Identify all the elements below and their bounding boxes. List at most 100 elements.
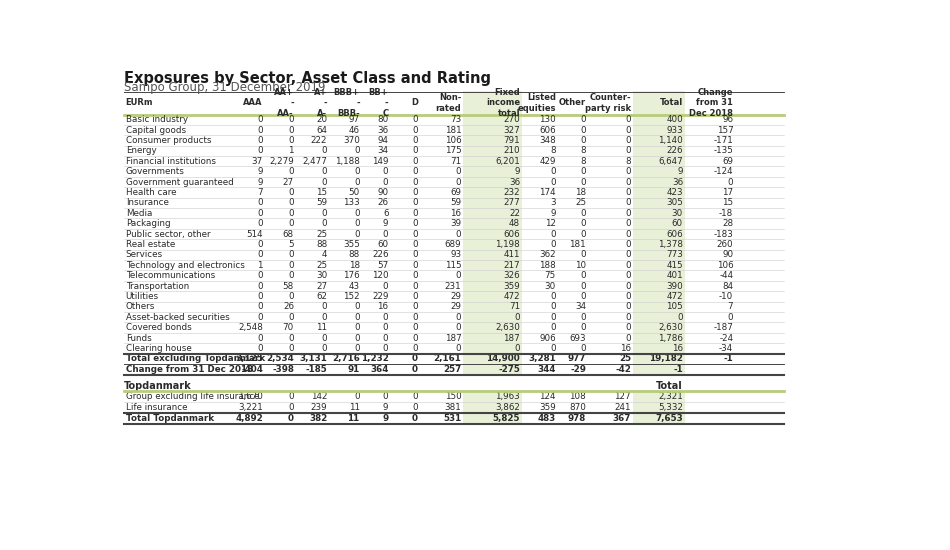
Text: 9: 9 <box>550 209 556 218</box>
Text: 9: 9 <box>382 414 389 423</box>
Text: 0: 0 <box>383 167 389 176</box>
Text: 88: 88 <box>349 250 360 260</box>
Text: 4: 4 <box>322 250 327 260</box>
Text: -171: -171 <box>713 136 733 145</box>
Text: 381: 381 <box>445 403 462 412</box>
Text: 8: 8 <box>550 146 556 156</box>
Text: 59: 59 <box>450 199 462 207</box>
Text: 91: 91 <box>348 365 360 374</box>
Text: 277: 277 <box>504 199 521 207</box>
Text: 2,477: 2,477 <box>302 157 327 166</box>
Text: 0: 0 <box>625 199 631 207</box>
Text: Covered bonds: Covered bonds <box>125 323 192 332</box>
Text: 19,182: 19,182 <box>649 355 683 364</box>
Text: 0: 0 <box>322 333 327 343</box>
Text: 0: 0 <box>412 355 418 364</box>
Text: 48: 48 <box>509 219 521 228</box>
Text: 50: 50 <box>349 188 360 197</box>
Text: 0: 0 <box>625 188 631 197</box>
Text: Change
from 31
Dec 2018: Change from 31 Dec 2018 <box>690 88 733 118</box>
Text: 226: 226 <box>372 250 389 260</box>
Text: 0: 0 <box>456 229 462 239</box>
Text: 0: 0 <box>625 250 631 260</box>
Text: 150: 150 <box>445 392 462 401</box>
Text: 0: 0 <box>580 167 586 176</box>
Text: 0: 0 <box>257 136 263 145</box>
Text: 9: 9 <box>515 167 521 176</box>
Text: Total: Total <box>656 381 683 390</box>
Text: 17: 17 <box>722 188 733 197</box>
Text: 344: 344 <box>538 365 556 374</box>
Text: Insurance: Insurance <box>125 199 168 207</box>
Text: BBB+
-
BBB-: BBB+ - BBB- <box>333 88 360 118</box>
Text: 257: 257 <box>443 365 462 374</box>
Text: 30: 30 <box>672 209 683 218</box>
Text: 7,653: 7,653 <box>656 414 683 423</box>
Text: Other: Other <box>559 98 586 107</box>
Text: Total excluding Topdanmark: Total excluding Topdanmark <box>125 355 265 364</box>
Text: 36: 36 <box>672 178 683 186</box>
Text: 93: 93 <box>450 250 462 260</box>
Text: 0: 0 <box>288 250 294 260</box>
Text: 0: 0 <box>412 365 418 374</box>
Text: 105: 105 <box>666 302 683 311</box>
Text: 0: 0 <box>257 344 263 353</box>
Text: 0: 0 <box>412 199 418 207</box>
Text: 0: 0 <box>354 323 360 332</box>
Text: 260: 260 <box>716 240 733 249</box>
Text: 18: 18 <box>575 188 586 197</box>
Text: -42: -42 <box>616 365 631 374</box>
Text: 15: 15 <box>316 188 327 197</box>
Text: 0: 0 <box>580 271 586 280</box>
Text: Consumer products: Consumer products <box>125 136 211 145</box>
Text: 3: 3 <box>550 199 556 207</box>
Text: -29: -29 <box>570 365 586 374</box>
Text: 16: 16 <box>450 209 462 218</box>
Text: Group excluding life insurance: Group excluding life insurance <box>125 392 259 401</box>
Text: 64: 64 <box>316 125 327 135</box>
Text: 0: 0 <box>412 344 418 353</box>
Text: 0: 0 <box>625 240 631 249</box>
Text: 0: 0 <box>354 209 360 218</box>
Text: Non-
rated: Non- rated <box>435 94 462 113</box>
Text: 5: 5 <box>288 240 294 249</box>
Text: 0: 0 <box>550 323 556 332</box>
Text: 2,279: 2,279 <box>269 157 294 166</box>
Text: 57: 57 <box>377 261 389 270</box>
Text: 0: 0 <box>728 178 733 186</box>
Text: 0: 0 <box>580 209 586 218</box>
Text: 0: 0 <box>412 313 418 322</box>
Text: AA+
-
AA-: AA+ - AA- <box>274 88 294 118</box>
Bar <box>633 91 685 376</box>
Text: 0: 0 <box>288 333 294 343</box>
Text: 22: 22 <box>509 209 521 218</box>
Text: 1,232: 1,232 <box>361 355 389 364</box>
Text: 0: 0 <box>257 250 263 260</box>
Text: 0: 0 <box>322 178 327 186</box>
Text: 60: 60 <box>377 240 389 249</box>
Text: 429: 429 <box>540 157 556 166</box>
Text: 0: 0 <box>412 115 418 124</box>
Text: 0: 0 <box>625 167 631 176</box>
Text: 0: 0 <box>412 271 418 280</box>
Text: 689: 689 <box>445 240 462 249</box>
Text: Packaging: Packaging <box>125 219 170 228</box>
Bar <box>463 392 522 425</box>
Text: 0: 0 <box>550 167 556 176</box>
Text: 364: 364 <box>370 365 389 374</box>
Text: 7: 7 <box>728 302 733 311</box>
Text: 127: 127 <box>615 392 631 401</box>
Text: 0: 0 <box>354 313 360 322</box>
Text: 75: 75 <box>544 271 556 280</box>
Text: 11: 11 <box>349 403 360 412</box>
Text: 6,647: 6,647 <box>658 157 683 166</box>
Text: 514: 514 <box>246 229 263 239</box>
Text: 0: 0 <box>288 313 294 322</box>
Text: 693: 693 <box>569 333 586 343</box>
Text: 69: 69 <box>722 157 733 166</box>
Text: -24: -24 <box>719 333 733 343</box>
Text: 0: 0 <box>288 188 294 197</box>
Text: 70: 70 <box>283 323 294 332</box>
Text: 3,862: 3,862 <box>495 403 521 412</box>
Text: 0: 0 <box>456 313 462 322</box>
